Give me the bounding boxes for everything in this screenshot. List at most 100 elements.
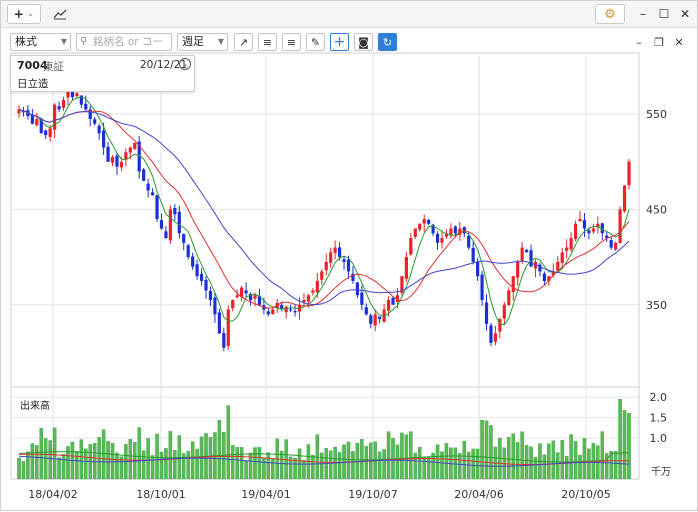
pen-icon: ✎ [310,35,321,49]
crosshair-tool-button[interactable]: + [330,33,349,51]
add-chart-button[interactable]: + ⌄ [7,4,41,24]
date-tick-label: 18/10/01 [136,488,185,501]
align-right-tool-button[interactable]: ≡ [282,33,301,51]
volume-bar [84,448,88,480]
candle-body [289,309,293,311]
candle-body [226,309,230,347]
candle-body [520,247,524,261]
volume-bar [409,431,413,480]
volume-bar [395,444,400,480]
candle-body [449,228,453,235]
candle-body [360,292,364,305]
arrow-up-right-icon: ↗ [238,35,249,49]
candle-body [529,250,533,267]
volume-bar [542,454,547,480]
chevron-down-icon[interactable]: ⌄ [179,58,191,70]
candle-body [560,252,564,263]
candle-body [293,311,297,313]
settings-button[interactable]: ⚙ [595,4,625,24]
candle-body [493,333,498,342]
panel-close-button[interactable]: ✕ [674,35,684,49]
candle-body [324,261,328,271]
chevron-down-icon: ▼ [217,37,224,46]
price-tick-label: 350 [646,299,667,312]
volume-bar [253,447,257,480]
volume-bar [346,441,351,480]
candle-body [556,261,560,271]
candle-body [222,333,226,348]
volume-bar [248,452,253,480]
volume-bar [560,440,564,480]
volume-bar [515,442,520,480]
candle-body [627,161,631,186]
candle-body [311,290,315,293]
volume-bar [35,445,39,480]
volume-bar [431,453,435,480]
candle-body [186,245,190,258]
volume-bar [578,454,582,480]
volume-bar [551,440,556,480]
candle-body [565,247,569,251]
candle-body [511,276,515,292]
candle-body [413,228,417,237]
trend-chart-icon[interactable] [49,4,71,24]
candle-body [391,297,395,305]
volume-bar [302,460,306,480]
search-icon: ⚲ [80,36,88,47]
ma-mid-line [18,108,630,309]
volume-bar [484,420,489,480]
camera-tool-button[interactable]: ◙ [354,33,373,51]
chevron-down-icon: ⌄ [26,9,35,19]
volume-bar [173,450,177,480]
candle-body [204,279,208,291]
volume-bar [235,447,239,480]
candle-body [208,290,213,300]
volume-bar [244,460,248,480]
candle-body [578,219,582,222]
candle-body [364,307,368,315]
refresh-tool-button[interactable]: ↻ [378,33,397,51]
panel-restore-button[interactable]: ❐ [654,35,664,49]
candle-body [542,273,547,281]
candle-body [155,195,159,219]
minimize-window-button[interactable]: – [640,7,646,21]
candle-body [524,249,529,253]
volume-bar [533,457,538,480]
candle-body [88,109,92,119]
panel-minimize-button[interactable]: – [636,35,642,49]
candle-body [427,219,431,224]
candle-body [502,304,506,319]
volume-bar [458,453,462,480]
volume-ma-long-line [18,455,630,467]
volume-bar [195,449,199,480]
volume-bar [471,448,475,480]
candle-body [199,273,204,281]
volume-pane-label: 出来高 [20,401,50,412]
candle-body [378,316,382,320]
close-window-button[interactable]: ✕ [679,7,691,21]
candle-body [609,240,613,248]
candle-body [235,295,239,298]
date-tick-label: 19/04/01 [241,488,290,501]
candle-body [373,314,377,326]
candle-body [39,119,43,134]
period-select[interactable]: 週足 ▼ [177,33,228,51]
trendline-tool-button[interactable]: ↗ [234,33,253,51]
volume-bar [489,425,493,480]
volume-bar [226,405,231,480]
candle-body [533,261,538,269]
candle-body [124,152,128,160]
market-select[interactable]: 株式 ▼ [10,33,71,51]
candle-body [61,99,66,108]
volume-tick-label: 1.5 [650,412,668,425]
symbol-code: 7004 [17,59,48,72]
pen-tool-button[interactable]: ✎ [306,33,325,51]
volume-bar [146,438,150,480]
candle-body [320,271,324,280]
candle-body [35,118,39,126]
volume-bar [587,448,591,480]
maximize-window-button[interactable]: ☐ [658,7,670,21]
align-left-tool-button[interactable]: ≡ [258,33,277,51]
candle-body [115,155,119,167]
